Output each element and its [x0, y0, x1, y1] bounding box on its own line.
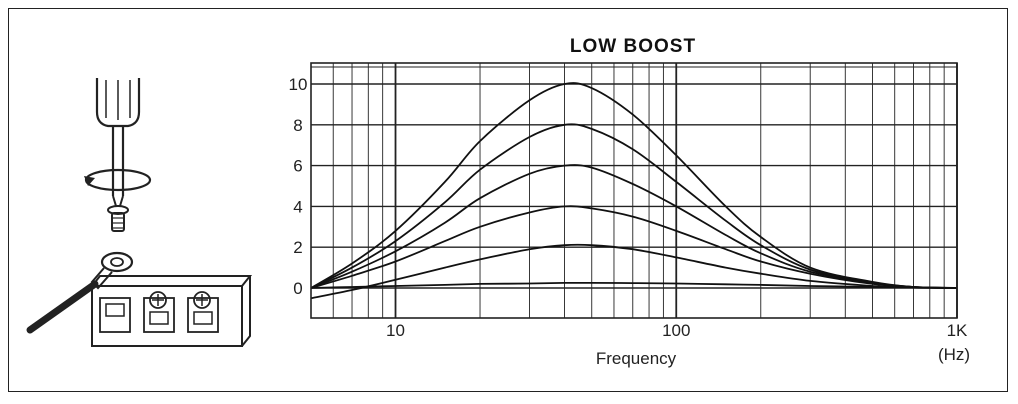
- y-tick-label: 6: [293, 157, 302, 176]
- x-axis-unit: (Hz): [938, 345, 970, 364]
- x-tick-labels: 10 100 1K: [386, 321, 968, 340]
- x-tick-label: 10: [386, 321, 405, 340]
- x-tick-label: 100: [662, 321, 690, 340]
- x-axis-label: Frequency: [596, 349, 677, 368]
- y-tick-label: 0: [293, 279, 302, 298]
- screwdriver-icon: [95, 78, 141, 207]
- boost-curve-0: [310, 281, 958, 289]
- plot-frame: [310, 62, 958, 319]
- y-tick-labels: 10 8 6 4 2 0: [289, 75, 308, 298]
- x-tick-label: 1K: [947, 321, 968, 340]
- boost-curve-1: [310, 243, 958, 300]
- ring-terminal-icon: [26, 251, 134, 334]
- boost-curve-3: [310, 164, 958, 289]
- terminal-block-icon: [91, 275, 253, 347]
- boost-curve-2: [310, 205, 958, 289]
- y-tick-label: 2: [293, 238, 302, 257]
- boost-curve-5: [310, 82, 958, 289]
- rotation-arrow-icon: [84, 168, 152, 192]
- chart: LOW BOOST 10 8 6 4 2 0 10 100 1K Frequency (Hz): [289, 36, 971, 368]
- y-tick-label: 8: [293, 116, 302, 135]
- y-tick-label: 4: [293, 197, 302, 216]
- chart-title: LOW BOOST: [570, 36, 696, 57]
- chart-series: [310, 82, 958, 300]
- screw-icon: [107, 205, 129, 232]
- screwdriver-terminal-illustration: [26, 78, 253, 347]
- boost-curve-4: [310, 123, 958, 289]
- y-tick-label: 10: [289, 75, 308, 94]
